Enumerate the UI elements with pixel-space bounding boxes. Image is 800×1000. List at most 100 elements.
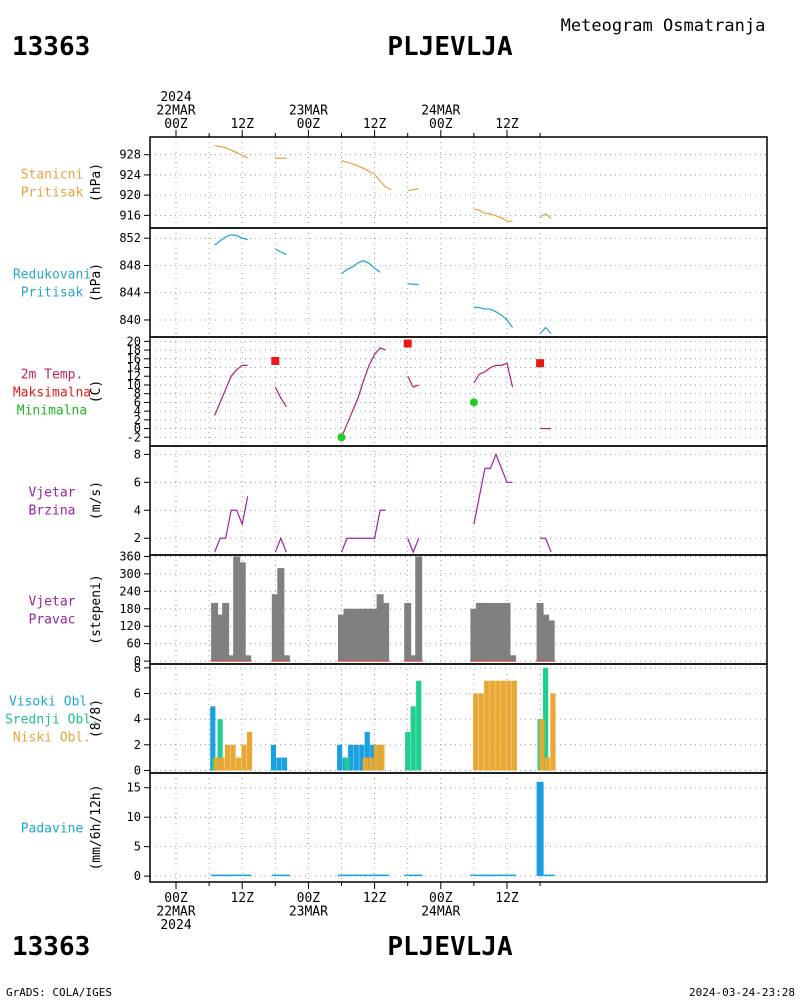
time-label-bottom: 2024	[160, 918, 191, 933]
series-line	[214, 496, 249, 553]
panel-frame	[149, 336, 768, 447]
bar	[211, 874, 219, 877]
time-label-top: 00Z	[297, 117, 321, 132]
y-tick-label: 120	[119, 619, 141, 633]
y-axis-label: (hPa)	[89, 263, 104, 302]
series-line	[407, 187, 419, 192]
cloud-bar	[543, 667, 549, 771]
bar	[216, 614, 224, 662]
cloud-bar	[489, 680, 495, 771]
time-label-top: 24MAR	[421, 104, 460, 119]
chart-subtitle: Meteogram Osmatranja	[561, 16, 766, 36]
cloud-bar	[353, 744, 359, 771]
cloud-bar	[362, 757, 368, 771]
series-line	[340, 347, 386, 438]
cloud-bar	[484, 680, 490, 771]
y-tick-label: 6	[134, 395, 141, 409]
cloud-bar	[506, 680, 512, 771]
panel-label: Stanicni	[21, 168, 84, 183]
panel-station_pressure: 916 920 924 928 (hPa) Stanicni Pritisak	[21, 136, 768, 229]
bar	[503, 602, 511, 662]
series-line	[539, 326, 552, 334]
y-axis-label: (hPa)	[89, 163, 104, 202]
y-tick-label: 840	[119, 313, 141, 327]
cloud-bar	[370, 744, 376, 771]
time-label-bottom: 12Z	[495, 891, 519, 906]
panel-label: Vjetar	[29, 486, 76, 501]
panel-frame	[149, 772, 768, 883]
panel-label: Brzina	[29, 504, 76, 519]
y-tick-label: 844	[119, 286, 141, 300]
bar	[492, 602, 500, 662]
time-label-bottom: 12Z	[363, 891, 387, 906]
time-label-bottom: 24MAR	[421, 905, 460, 920]
footer-timestamp: 2024-03-24-23:28	[689, 986, 795, 999]
bar	[360, 608, 368, 662]
y-tick-label: 300	[119, 567, 141, 581]
bar	[404, 874, 412, 877]
panel-label: Minimalna	[17, 404, 87, 419]
bar	[271, 594, 279, 662]
bar	[244, 874, 252, 877]
bar	[371, 874, 379, 877]
panel-cloud_cover: 0 2 4 6 8 (8/8)Visoki Obl. Srednji Obl. Niski O…	[5, 661, 768, 777]
y-tick-label: 2	[134, 738, 141, 752]
y-tick-label: 360	[119, 549, 141, 563]
series-line	[274, 386, 287, 408]
cloud-bar	[373, 744, 380, 771]
station-name-bottom: PLJEVLJA	[387, 932, 513, 962]
cloud-bar	[217, 719, 223, 771]
series-line	[473, 306, 513, 328]
y-axis-label: (8/8)	[89, 699, 104, 738]
y-tick-label: 4	[134, 712, 141, 726]
bar	[343, 608, 351, 662]
station-id-bottom: 13363	[12, 932, 90, 962]
series-line	[540, 537, 552, 553]
series-line	[341, 160, 392, 191]
cloud-bar	[495, 680, 501, 771]
y-tick-label: 5	[134, 840, 141, 854]
station-id-top: 13363	[12, 32, 90, 62]
min-temp-marker	[337, 433, 346, 442]
panels: 916920924928(hPa)StanicniPritisak8408448…	[5, 136, 768, 883]
bar	[536, 602, 544, 662]
time-label-top: 22MAR	[156, 104, 195, 119]
time-label-top: 00Z	[164, 117, 188, 132]
max-temp-marker	[271, 356, 280, 365]
time-label-top: 00Z	[429, 117, 453, 132]
panel-label: Niski Obl.	[13, 731, 91, 746]
panel-label: Pritisak	[21, 286, 84, 301]
bar	[354, 608, 362, 662]
bar	[277, 568, 285, 662]
time-label-top: 23MAR	[289, 104, 328, 119]
panel-label: 2m Temp.	[21, 368, 84, 383]
bar	[415, 874, 423, 877]
cloud-bar	[337, 744, 343, 771]
cloud-bar	[539, 719, 545, 771]
bar	[509, 655, 517, 662]
bar	[486, 602, 494, 662]
cloud-bar	[230, 744, 236, 771]
cloud-bar	[246, 731, 253, 771]
bar	[227, 655, 235, 662]
y-tick-label: 2	[134, 531, 141, 545]
y-tick-label: 0	[134, 654, 141, 668]
bar	[238, 874, 246, 877]
cloud-bar	[405, 731, 411, 771]
bar	[371, 608, 379, 662]
y-tick-label: 240	[119, 584, 141, 598]
panel-label: Pritisak	[21, 186, 84, 201]
cloud-bar	[281, 757, 288, 771]
bar	[509, 874, 517, 877]
bar	[481, 874, 489, 877]
y-tick-label: 916	[119, 208, 141, 222]
y-tick-label: 15	[127, 781, 141, 795]
y-tick-label: 6	[134, 475, 141, 489]
bar	[547, 620, 555, 662]
panel-label: Padavine	[21, 822, 84, 837]
time-label-bottom: 23MAR	[289, 905, 328, 920]
time-label-bottom: 12Z	[230, 891, 254, 906]
min-temp-marker	[469, 398, 478, 407]
bar	[354, 874, 362, 877]
cloud-bar	[416, 680, 422, 771]
